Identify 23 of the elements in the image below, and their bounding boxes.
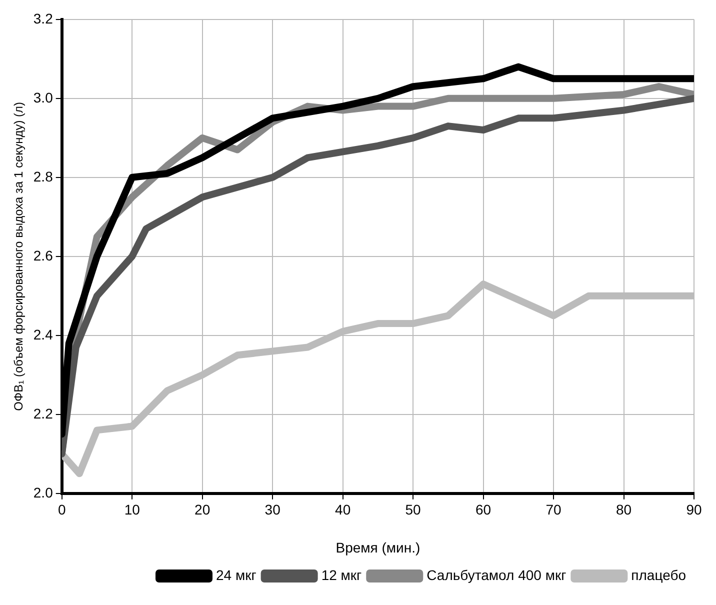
legend-label: Сальбутамол 400 мкг: [426, 566, 566, 583]
x-tick-label: 90: [686, 502, 702, 518]
y-axis-title: ОФВ₁ (объем форсированного выдоха за 1 секунду) (л): [12, 102, 26, 411]
x-tick-label: 30: [264, 502, 281, 518]
x-tick-label: 10: [124, 502, 140, 518]
x-tick-label: 70: [546, 502, 562, 518]
x-axis-title: Время (мин.): [336, 539, 420, 556]
x-tick-label: 80: [616, 502, 632, 518]
x-tick-label: 40: [335, 502, 351, 518]
y-tick-label: 2.8: [33, 168, 54, 184]
y-tick-label: 3.0: [33, 89, 54, 106]
y-tick-label: 2.4: [33, 326, 54, 342]
legend-label: 12 мкг: [321, 566, 362, 583]
legend-label: плацебо: [631, 566, 686, 583]
y-tick-label: 2.0: [33, 484, 54, 500]
x-tick-label: 60: [476, 502, 492, 518]
x-tick-label: 0: [58, 502, 66, 518]
y-tick-label: 2.6: [33, 247, 54, 264]
legend-label: 24 мкг: [216, 566, 256, 583]
y-tick-label: 2.2: [33, 405, 54, 422]
x-tick-label: 50: [405, 502, 422, 518]
y-tick-label: 3.2: [33, 10, 54, 26]
x-tick-label: 20: [194, 502, 210, 518]
